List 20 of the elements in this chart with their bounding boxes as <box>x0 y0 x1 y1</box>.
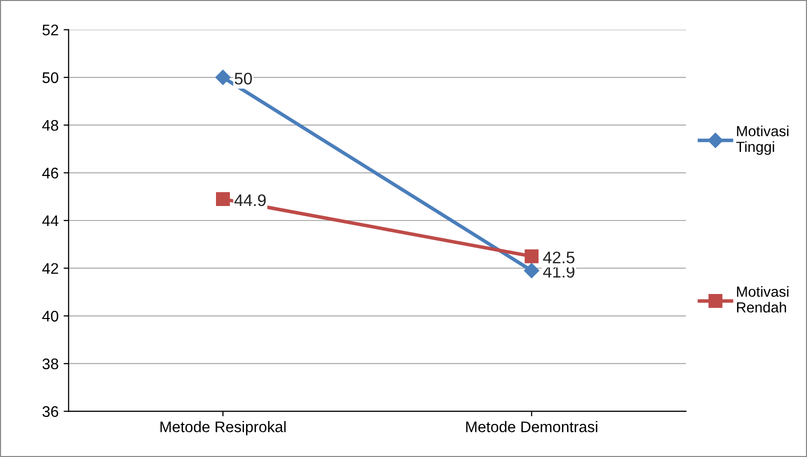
point <box>524 249 539 264</box>
data-label: 42.5 <box>543 252 574 264</box>
y-tick-label: 36 <box>42 406 58 417</box>
x-tick-label: Metode Resiprokal <box>160 421 286 436</box>
legend-label: Motivasi Tinggi <box>736 126 788 155</box>
y-tick-label: 50 <box>42 72 58 84</box>
y-tick-label: 48 <box>42 120 58 131</box>
data-label: 44.9 <box>234 194 266 206</box>
legend-label: Motivasi Rendah <box>737 286 788 313</box>
point <box>215 70 231 85</box>
data-label: 50 <box>234 72 252 85</box>
y-tick-label: 52 <box>42 24 58 36</box>
x-tick-label: Metode Demontrasi <box>466 421 598 432</box>
y-tick-label: 42 <box>42 263 58 274</box>
y-tick-label: 44 <box>42 216 58 226</box>
y-tick-label: 46 <box>42 168 58 178</box>
y-tick-label: 40 <box>42 310 58 322</box>
y-tick-label: 38 <box>42 358 58 370</box>
point <box>216 192 230 206</box>
point <box>524 263 540 278</box>
